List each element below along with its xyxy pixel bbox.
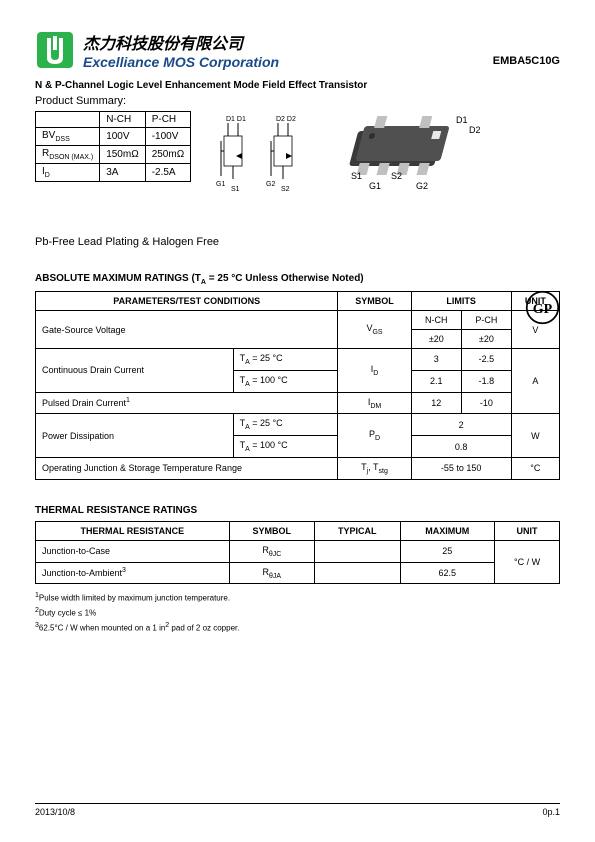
- company-text: 杰力科技股份有限公司 Excelliance MOS Corporation: [83, 30, 560, 70]
- footer: 2013/10/8 0p.1: [35, 803, 560, 817]
- cell: N-CH: [100, 112, 146, 128]
- summary-table: N-CH P-CH BVDSS 100V -100V RDSON (MAX.) …: [35, 111, 191, 182]
- summary-title: Product Summary:: [35, 95, 560, 107]
- svg-text:G2: G2: [266, 181, 275, 188]
- abs-max-table: PARAMETERS/TEST CONDITIONS SYMBOL LIMITS…: [35, 291, 560, 480]
- package-diagram: D1 D2 S1 G1 S2 G2: [341, 111, 491, 191]
- cell: 250mΩ: [145, 146, 191, 164]
- cell: °C: [511, 457, 559, 479]
- cell: A: [511, 349, 559, 414]
- svg-text:G2: G2: [416, 181, 428, 191]
- cell: TA = 25 °C: [233, 414, 338, 436]
- cell: Pulsed Drain Current1: [36, 392, 338, 414]
- cell: N-CH: [411, 311, 461, 330]
- cell: 150mΩ: [100, 146, 146, 164]
- thermal-title: THERMAL RESISTANCE RATINGS: [35, 505, 560, 516]
- cell: Continuous Drain Current: [36, 349, 234, 393]
- cell: 2: [411, 414, 511, 436]
- cell: -2.5: [462, 349, 512, 371]
- cell: Operating Junction & Storage Temperature…: [36, 457, 338, 479]
- footnote-1: 1Pulse width limited by maximum junction…: [35, 592, 560, 603]
- footer-page: 0p.1: [542, 807, 560, 817]
- svg-text:S2: S2: [281, 186, 290, 193]
- footnotes: 1Pulse width limited by maximum junction…: [35, 592, 560, 632]
- footnote-3: 362.5°C / W when mounted on a 1 in2 pad …: [35, 622, 560, 633]
- cell: [315, 562, 400, 584]
- cell: Junction-to-Case: [36, 540, 230, 562]
- cell: Power Dissipation: [36, 414, 234, 458]
- cell: P-CH: [462, 311, 512, 330]
- th: TYPICAL: [315, 521, 400, 540]
- cell: RθJC: [229, 540, 314, 562]
- header: 杰力科技股份有限公司 Excelliance MOS Corporation E…: [35, 30, 560, 70]
- cell: [36, 112, 100, 128]
- svg-text:S2: S2: [391, 171, 402, 181]
- cell: BVDSS: [36, 128, 100, 146]
- part-number: EMBA5C10G: [493, 55, 560, 67]
- th: SYMBOL: [338, 292, 411, 311]
- cell: TA = 100 °C: [233, 370, 338, 392]
- cell: 12: [411, 392, 461, 414]
- cell: VGS: [338, 311, 411, 349]
- cell: TA = 100 °C: [233, 436, 338, 458]
- svg-text:GP: GP: [533, 302, 553, 317]
- gp-badge: GP: [525, 290, 560, 325]
- svg-text:S1: S1: [231, 186, 240, 193]
- cell: ID: [338, 349, 411, 393]
- abs-max-title: ABSOLUTE MAXIMUM RATINGS (TA = 25 °C Unl…: [35, 273, 560, 286]
- th: LIMITS: [411, 292, 511, 311]
- cell: -55 to 150: [411, 457, 511, 479]
- svg-text:S1: S1: [351, 171, 362, 181]
- th: SYMBOL: [229, 521, 314, 540]
- cell: ID: [36, 164, 100, 182]
- cell: IDM: [338, 392, 411, 414]
- cell: 25: [400, 540, 495, 562]
- svg-text:D1 D1: D1 D1: [226, 116, 246, 123]
- svg-text:D2: D2: [469, 125, 481, 135]
- th: PARAMETERS/TEST CONDITIONS: [36, 292, 338, 311]
- cell: Junction-to-Ambient3: [36, 562, 230, 584]
- cell: PD: [338, 414, 411, 458]
- cell: Gate-Source Voltage: [36, 311, 338, 349]
- cell: 62.5: [400, 562, 495, 584]
- cell: 0.8: [411, 436, 511, 458]
- cell: [315, 540, 400, 562]
- thermal-table: THERMAL RESISTANCE SYMBOL TYPICAL MAXIMU…: [35, 521, 560, 585]
- pb-free-note: Pb-Free Lead Plating & Halogen Free: [35, 236, 560, 248]
- cell: -100V: [145, 128, 191, 146]
- cell: TA = 25 °C: [233, 349, 338, 371]
- cell: -10: [462, 392, 512, 414]
- cell: RDSON (MAX.): [36, 146, 100, 164]
- cell: Tj, Tstg: [338, 457, 411, 479]
- cell: ±20: [462, 330, 512, 349]
- cell: RθJA: [229, 562, 314, 584]
- company-chinese: 杰力科技股份有限公司: [83, 30, 560, 54]
- footnote-2: 2Duty cycle ≤ 1%: [35, 607, 560, 618]
- th: THERMAL RESISTANCE: [36, 521, 230, 540]
- cell: 3A: [100, 164, 146, 182]
- cell: 3: [411, 349, 461, 371]
- cell: °C / W: [495, 540, 560, 584]
- th: UNIT: [495, 521, 560, 540]
- product-type: N & P-Channel Logic Level Enhancement Mo…: [35, 80, 560, 91]
- svg-text:D2 D2: D2 D2: [276, 116, 296, 123]
- svg-text:G1: G1: [369, 181, 381, 191]
- company-logo: [35, 30, 75, 70]
- company-english: Excelliance MOS Corporation: [83, 54, 560, 70]
- cell: 2.1: [411, 370, 461, 392]
- cell: ±20: [411, 330, 461, 349]
- cell: P-CH: [145, 112, 191, 128]
- th: MAXIMUM: [400, 521, 495, 540]
- summary-row: N-CH P-CH BVDSS 100V -100V RDSON (MAX.) …: [35, 111, 560, 201]
- svg-text:G1: G1: [216, 181, 225, 188]
- svg-text:D1: D1: [456, 115, 468, 125]
- circuit-diagram: D1 D1 D2 D2 G1 S1 G2 S2: [206, 111, 326, 201]
- cell: W: [511, 414, 559, 458]
- cell: -2.5A: [145, 164, 191, 182]
- footer-date: 2013/10/8: [35, 807, 75, 817]
- cell: 100V: [100, 128, 146, 146]
- cell: -1.8: [462, 370, 512, 392]
